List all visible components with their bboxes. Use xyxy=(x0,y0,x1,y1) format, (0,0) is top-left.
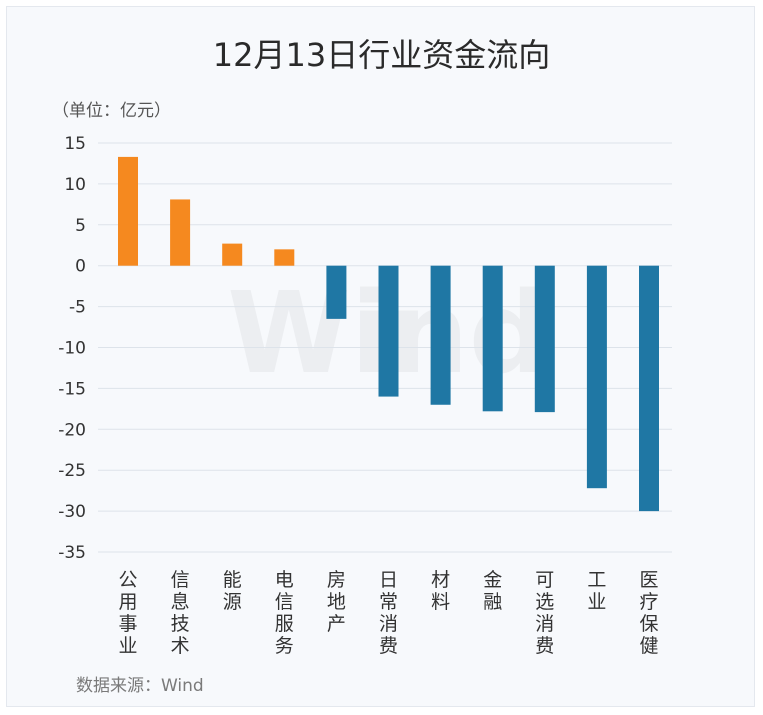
x-category-label: 公用事业 xyxy=(118,569,137,657)
x-category-label: 医疗保健 xyxy=(639,569,658,657)
x-category-label: 材料 xyxy=(431,569,450,613)
bar xyxy=(639,265,659,512)
unit-label: （单位：亿元） xyxy=(52,101,171,121)
bar xyxy=(534,265,555,413)
y-tick-label: -20 xyxy=(58,420,86,440)
bar xyxy=(274,249,295,266)
y-tick-label: -10 xyxy=(58,339,86,359)
y-tick-label: 0 xyxy=(75,257,86,277)
y-tick-label: -15 xyxy=(58,379,86,399)
x-category-label: 工业 xyxy=(587,569,606,613)
x-category-label: 信息技术 xyxy=(171,569,190,657)
y-tick-label: -35 xyxy=(58,543,86,563)
bar xyxy=(586,265,607,489)
y-tick-label: 15 xyxy=(64,134,86,154)
bar xyxy=(326,265,347,319)
bar xyxy=(430,265,451,405)
y-tick-label: -5 xyxy=(69,298,86,318)
x-category-label: 日常消费 xyxy=(379,569,398,657)
x-category-label: 能源 xyxy=(223,569,242,613)
chart-title: 12月13日行业资金流向 xyxy=(212,36,551,74)
bar xyxy=(378,265,399,397)
y-tick-label: -30 xyxy=(58,502,86,522)
bar xyxy=(118,156,138,266)
x-category-label: 可选消费 xyxy=(535,569,554,657)
x-category-label: 房地产 xyxy=(327,569,346,635)
data-source: 数据来源：Wind xyxy=(76,676,204,696)
y-tick-label: 10 xyxy=(64,175,86,195)
bar xyxy=(222,243,243,266)
bar xyxy=(170,199,191,266)
x-category-label: 金融 xyxy=(483,569,502,613)
y-tick-label: 5 xyxy=(75,216,86,236)
y-tick-label: -25 xyxy=(58,461,86,481)
bar xyxy=(482,265,503,412)
x-category-label: 电信服务 xyxy=(275,569,294,657)
